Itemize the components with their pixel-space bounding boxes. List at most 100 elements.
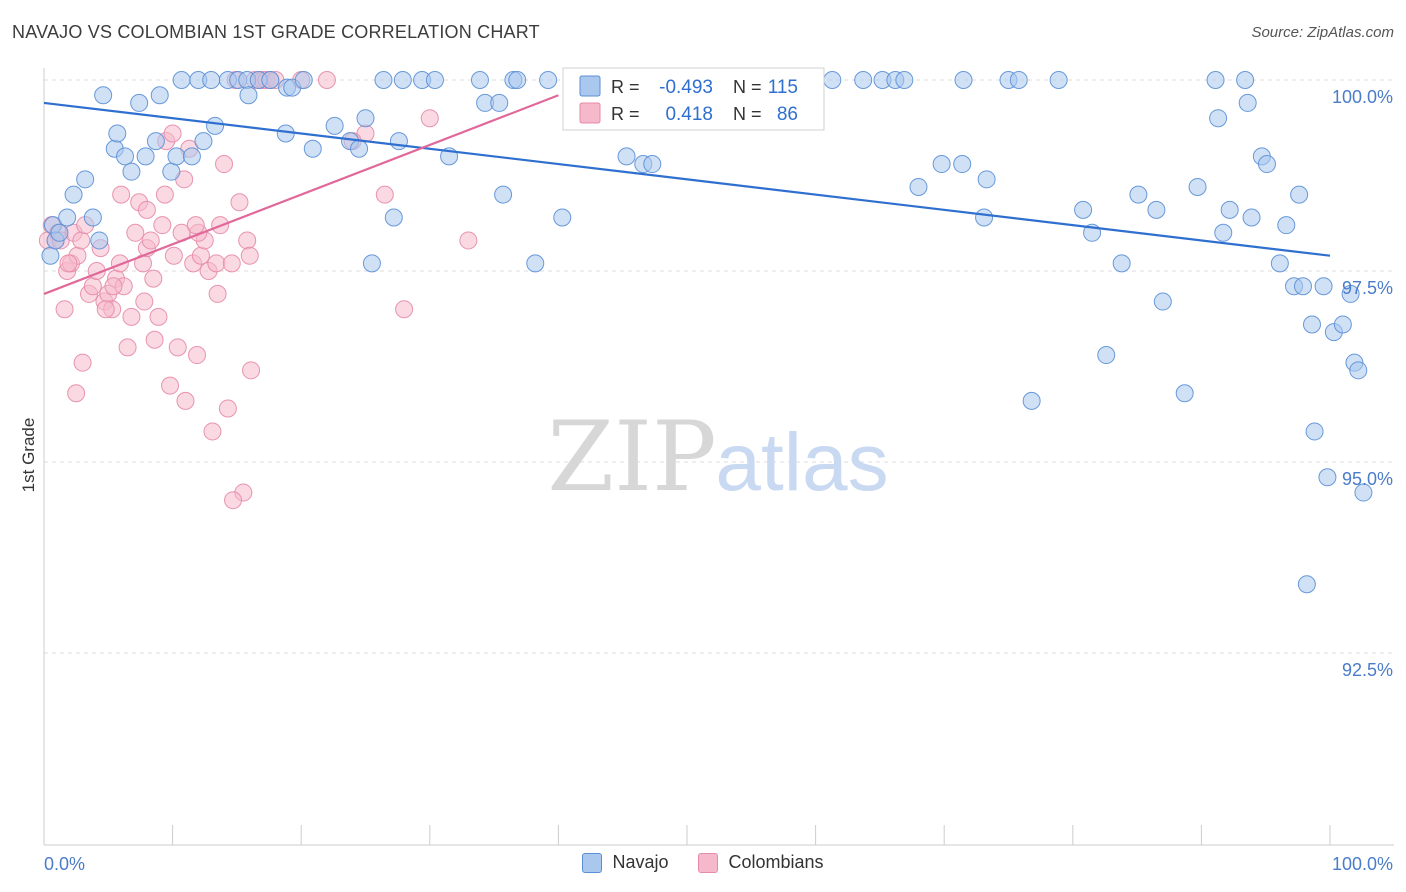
colombian-swatch xyxy=(579,102,601,124)
navajo-point-117 xyxy=(1354,483,1373,502)
colombian-point-74 xyxy=(135,292,154,311)
navajo-point-111 xyxy=(1318,468,1337,487)
colombian-point-22 xyxy=(118,338,137,357)
colombian-point-78 xyxy=(59,254,78,273)
navajo-point-77 xyxy=(954,71,973,89)
navajo-point-70 xyxy=(854,71,873,89)
navajo-point-57 xyxy=(553,208,572,227)
watermark-zip: ZIP xyxy=(547,401,716,513)
navajo-point-36 xyxy=(303,139,322,158)
navajo-point-92 xyxy=(1188,177,1207,196)
colombian-point-51 xyxy=(230,193,249,212)
navajo-point-3 xyxy=(50,223,69,242)
colombian-point-81 xyxy=(186,216,205,235)
navajo-point-42 xyxy=(374,71,393,89)
colombian-point-41 xyxy=(191,246,210,265)
watermark-atlas: atlas xyxy=(715,417,888,508)
colombian-n-value: 86 xyxy=(777,104,798,125)
legend-label-navajo: Navajo xyxy=(612,852,669,872)
colombian-point-61 xyxy=(317,71,336,89)
source-note: Source: ZipAtlas.com xyxy=(1251,24,1394,41)
navajo-point-81 xyxy=(1009,71,1028,89)
navajo-n-label: N = xyxy=(733,77,762,97)
colombian-point-64 xyxy=(420,109,439,128)
colombian-points xyxy=(38,71,478,510)
navajo-point-32 xyxy=(276,124,295,143)
navajo-point-109 xyxy=(1305,422,1324,441)
page-title: NAVAJO VS COLOMBIAN 1ST GRADE CORRELATIO… xyxy=(12,22,540,42)
navajo-point-21 xyxy=(182,147,201,166)
navajo-point-55 xyxy=(526,254,545,273)
navajo-point-114 xyxy=(1341,284,1360,303)
y-tick-label-1: 97.5% xyxy=(1342,278,1393,298)
colombian-point-67 xyxy=(137,200,156,219)
colombian-point-80 xyxy=(163,124,182,143)
colombian-point-40 xyxy=(188,346,207,365)
navajo-point-5 xyxy=(64,185,83,204)
y-tick-label-0: 100.0% xyxy=(1332,87,1393,107)
navajo-point-97 xyxy=(1236,71,1255,89)
colombian-point-79 xyxy=(144,269,163,288)
navajo-r-label: R = xyxy=(611,77,640,97)
colombian-point-28 xyxy=(141,231,160,250)
navajo-point-40 xyxy=(356,109,375,128)
navajo-point-35 xyxy=(294,71,313,89)
colombian-point-23 xyxy=(122,307,141,326)
navajo-point-102 xyxy=(1270,254,1289,273)
legend-item-navajo: Navajo xyxy=(582,852,668,873)
navajo-point-89 xyxy=(1147,200,1166,219)
navajo-point-78 xyxy=(975,208,994,227)
navajo-point-88 xyxy=(1129,185,1148,204)
navajo-point-9 xyxy=(94,86,113,105)
y-tick-labels: 100.0% 97.5% 95.0% 92.5% xyxy=(1332,87,1393,680)
navajo-point-20 xyxy=(172,71,191,89)
navajo-point-94 xyxy=(1209,109,1228,128)
navajo-point-96 xyxy=(1220,200,1239,219)
colombian-point-44 xyxy=(203,422,222,441)
colombian-point-33 xyxy=(161,376,180,395)
navajo-point-17 xyxy=(150,86,169,105)
navajo-point-83 xyxy=(1049,71,1068,89)
colombian-point-48 xyxy=(218,399,237,418)
colombian-point-85 xyxy=(375,185,394,204)
navajo-point-73 xyxy=(895,71,914,89)
colombian-point-45 xyxy=(207,254,226,273)
colombian-point-63 xyxy=(395,300,414,319)
colombian-r-label: R = xyxy=(611,104,640,124)
navajo-point-41 xyxy=(362,254,381,273)
colombian-point-47 xyxy=(215,155,234,174)
colombian-point-13 xyxy=(83,277,102,296)
navajo-point-16 xyxy=(146,132,165,151)
colombian-point-68 xyxy=(155,185,174,204)
navajo-point-108 xyxy=(1302,315,1321,334)
navajo-point-23 xyxy=(194,132,213,151)
navajo-points xyxy=(41,71,1373,594)
navajo-point-90 xyxy=(1153,292,1172,311)
colombian-point-82 xyxy=(240,246,259,265)
colombian-point-30 xyxy=(149,307,168,326)
navajo-point-44 xyxy=(389,132,408,151)
colombian-point-73 xyxy=(96,300,115,319)
colombian-r-value: 0.418 xyxy=(665,104,713,125)
navajo-point-12 xyxy=(116,147,135,166)
y-tick-label-3: 92.5% xyxy=(1342,660,1393,680)
colombian-point-54 xyxy=(242,361,261,380)
legend-swatch-navajo xyxy=(582,852,603,873)
legend-swatch-colombians xyxy=(698,852,719,873)
navajo-point-0 xyxy=(41,246,60,265)
navajo-point-106 xyxy=(1293,277,1312,296)
navajo-point-13 xyxy=(122,162,141,181)
legend-item-colombians: Colombians xyxy=(698,852,824,873)
navajo-point-31 xyxy=(261,71,280,89)
colombian-point-24 xyxy=(126,223,145,242)
navajo-point-93 xyxy=(1206,71,1225,89)
colombian-point-49 xyxy=(222,254,241,273)
navajo-point-39 xyxy=(350,139,369,158)
navajo-point-51 xyxy=(490,93,509,112)
colombian-point-5 xyxy=(55,300,74,319)
navajo-point-103 xyxy=(1277,216,1296,235)
trend-lines xyxy=(43,94,1331,295)
colombian-point-53 xyxy=(238,231,257,250)
colombian-point-29 xyxy=(145,330,164,349)
navajo-point-11 xyxy=(108,124,127,143)
